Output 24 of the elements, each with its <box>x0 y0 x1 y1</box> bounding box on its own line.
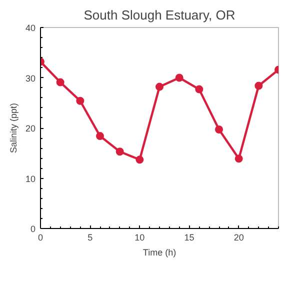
point <box>116 148 124 156</box>
point <box>195 85 204 94</box>
x-tick-label: 15 <box>184 232 194 242</box>
point <box>234 154 243 163</box>
y-axis-title: Salinity (ppt) <box>8 102 18 154</box>
y-tick-label: 30 <box>25 73 36 84</box>
x-axis-title: Time (h) <box>142 248 176 258</box>
point <box>175 74 184 82</box>
point <box>254 82 263 90</box>
point <box>76 96 84 105</box>
y-tick-label: 20 <box>25 124 36 134</box>
point <box>96 132 104 140</box>
x-tick-label: 20 <box>234 232 244 242</box>
x-tick-label: 0 <box>38 232 44 242</box>
point <box>156 82 164 91</box>
point <box>215 126 223 134</box>
y-tick-label: 40 <box>25 23 36 33</box>
x-tick-label: 5 <box>88 232 93 242</box>
y-tick-label: 0 <box>30 224 36 234</box>
point <box>136 156 144 164</box>
x-tick-label: 10 <box>134 232 145 242</box>
point <box>56 78 64 86</box>
y-tick-label: 10 <box>25 174 36 184</box>
chart-title: South Slough Estuary, OR <box>84 8 236 22</box>
